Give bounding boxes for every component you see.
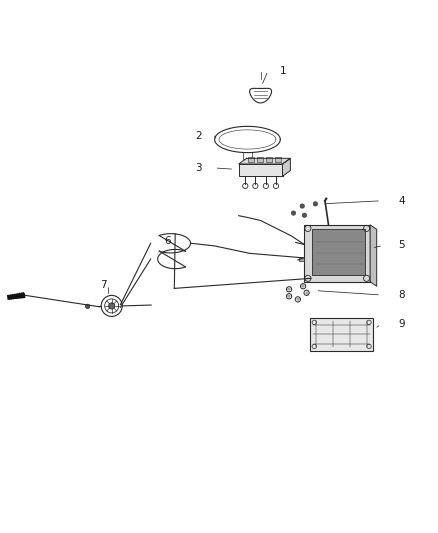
Circle shape	[291, 211, 296, 215]
Text: 7: 7	[100, 280, 106, 290]
Text: 6: 6	[164, 236, 171, 246]
Circle shape	[300, 204, 304, 208]
Text: 9: 9	[399, 319, 405, 329]
Bar	[257, 157, 263, 163]
Text: 8: 8	[399, 290, 405, 300]
Text: 5: 5	[399, 240, 405, 251]
Bar	[239, 164, 283, 176]
Circle shape	[109, 303, 115, 309]
Bar	[243, 152, 252, 159]
Text: 3: 3	[195, 163, 201, 173]
Circle shape	[85, 304, 90, 309]
Bar	[266, 157, 272, 163]
Text: 1: 1	[279, 66, 286, 76]
Circle shape	[302, 213, 307, 217]
Bar	[248, 157, 254, 163]
Polygon shape	[370, 225, 377, 286]
Bar	[299, 257, 304, 261]
Bar	[275, 157, 281, 163]
Text: 4: 4	[399, 196, 405, 206]
Polygon shape	[239, 158, 290, 164]
Bar	[310, 318, 373, 351]
Bar	[312, 229, 365, 275]
Circle shape	[313, 201, 318, 206]
Polygon shape	[283, 158, 290, 176]
Text: 2: 2	[195, 131, 201, 141]
Bar	[304, 225, 370, 282]
